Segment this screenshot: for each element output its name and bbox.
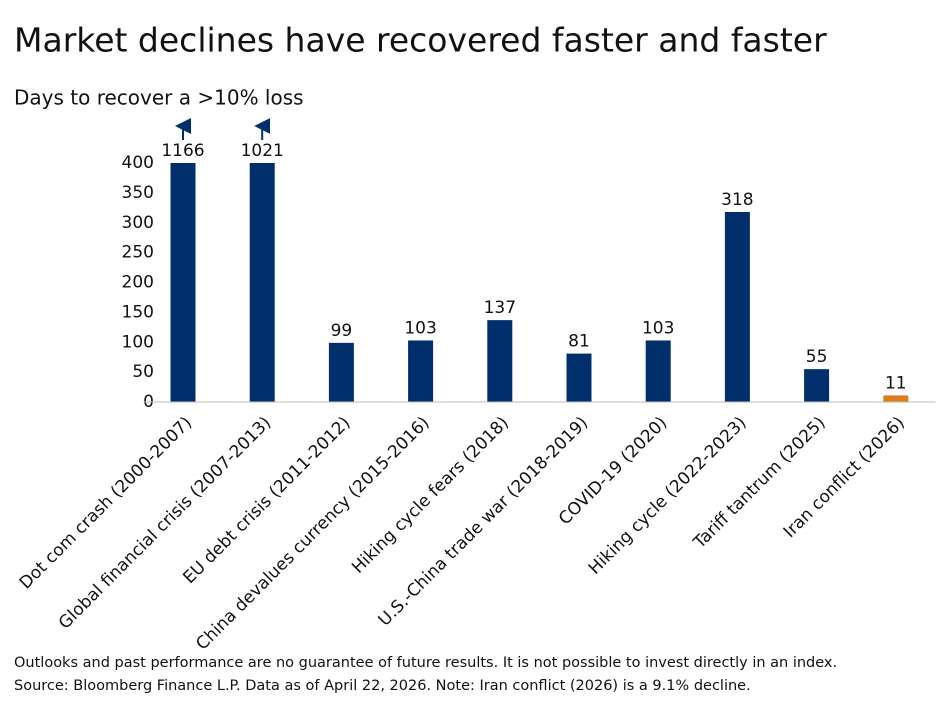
y-tick-label: 250 xyxy=(122,243,154,263)
x-tick-label: Dot com crash (2000-2007) xyxy=(16,413,196,593)
x-tick-label: EU debt crisis (2011-2012) xyxy=(179,413,354,588)
bar xyxy=(804,369,830,402)
x-tick-label: Hiking cycle fears (2018) xyxy=(348,413,513,578)
y-tick-label: 200 xyxy=(122,273,154,293)
source-note: Source: Bloomberg Finance L.P. Data as o… xyxy=(14,678,751,694)
value-label: 1166 xyxy=(161,141,204,161)
bar xyxy=(170,163,196,402)
y-tick-label: 300 xyxy=(122,213,154,233)
x-tick-label: Tariff tantrum (2025) xyxy=(689,413,829,553)
value-label: 55 xyxy=(806,347,828,367)
bar xyxy=(645,340,671,402)
value-label: 99 xyxy=(331,321,353,341)
y-tick-label: 100 xyxy=(122,332,154,352)
bar xyxy=(249,163,275,402)
bar xyxy=(724,211,750,402)
y-tick-label: 50 xyxy=(132,362,154,382)
value-label: 1021 xyxy=(241,141,284,161)
footnote: Outlooks and past performance are no gua… xyxy=(14,655,837,671)
value-label: 137 xyxy=(484,298,516,318)
bar xyxy=(883,395,909,402)
value-label: 81 xyxy=(568,332,590,352)
value-label: 11 xyxy=(885,373,907,393)
value-label: 103 xyxy=(404,318,436,338)
y-tick-label: 350 xyxy=(122,183,154,203)
bar xyxy=(566,353,592,402)
bar xyxy=(487,320,513,402)
x-tick-label: Hiking cycle (2022-2023) xyxy=(585,413,751,579)
bar xyxy=(408,340,434,402)
y-tick-label: 150 xyxy=(122,302,154,322)
value-label: 318 xyxy=(721,190,753,210)
chart-subtitle: Days to recover a >10% loss xyxy=(14,86,304,110)
bar-group xyxy=(170,163,909,402)
chart-title: Market declines have recovered faster an… xyxy=(14,21,827,60)
value-label: 103 xyxy=(642,318,674,338)
y-tick-label: 400 xyxy=(122,153,154,173)
bar xyxy=(328,342,354,402)
